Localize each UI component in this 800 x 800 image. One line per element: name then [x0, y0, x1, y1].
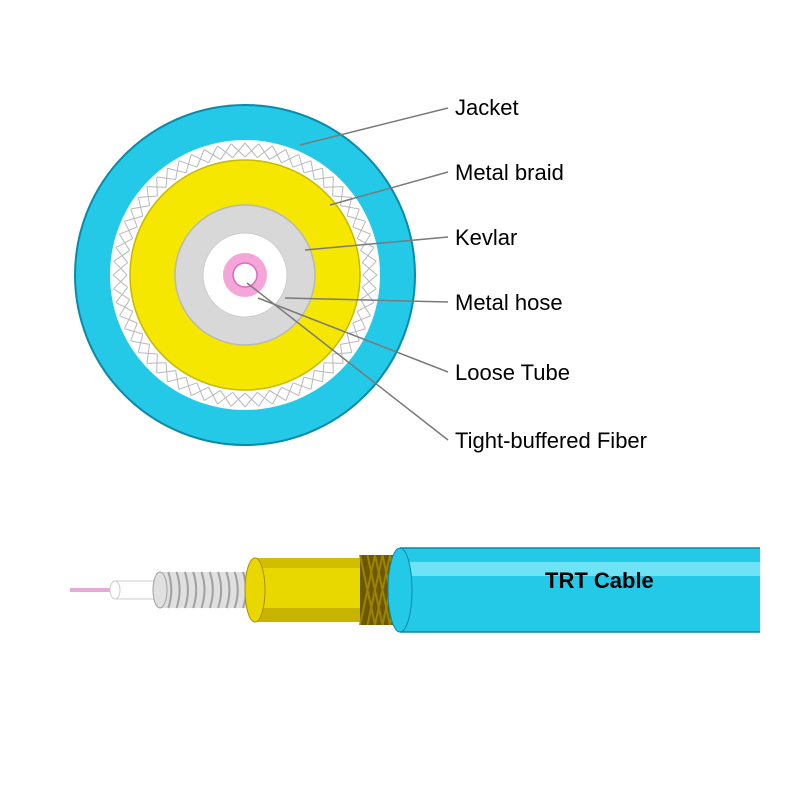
label-jacket: Jacket [455, 95, 519, 121]
label-metal_hose: Metal hose [455, 290, 563, 316]
label-kevlar: Kevlar [455, 225, 517, 251]
label-metal_braid: Metal braid [455, 160, 564, 186]
layer-tight-buffered-fiber [233, 263, 257, 287]
label-loose_tube: Loose Tube [455, 360, 570, 386]
side-view-label: TRT Cable [545, 568, 654, 594]
side-view: TRT Cable [60, 530, 760, 650]
side-view-svg [60, 530, 760, 650]
cable-diagram: Jacket Metal braid Kevlar Metal hose Loose T… [0, 0, 800, 800]
cross-section-svg [70, 100, 420, 450]
label-tight_buffered_fiber: Tight-buffered Fiber [455, 428, 647, 454]
cross-section-view [70, 100, 420, 455]
side-metal-hose [153, 572, 260, 608]
